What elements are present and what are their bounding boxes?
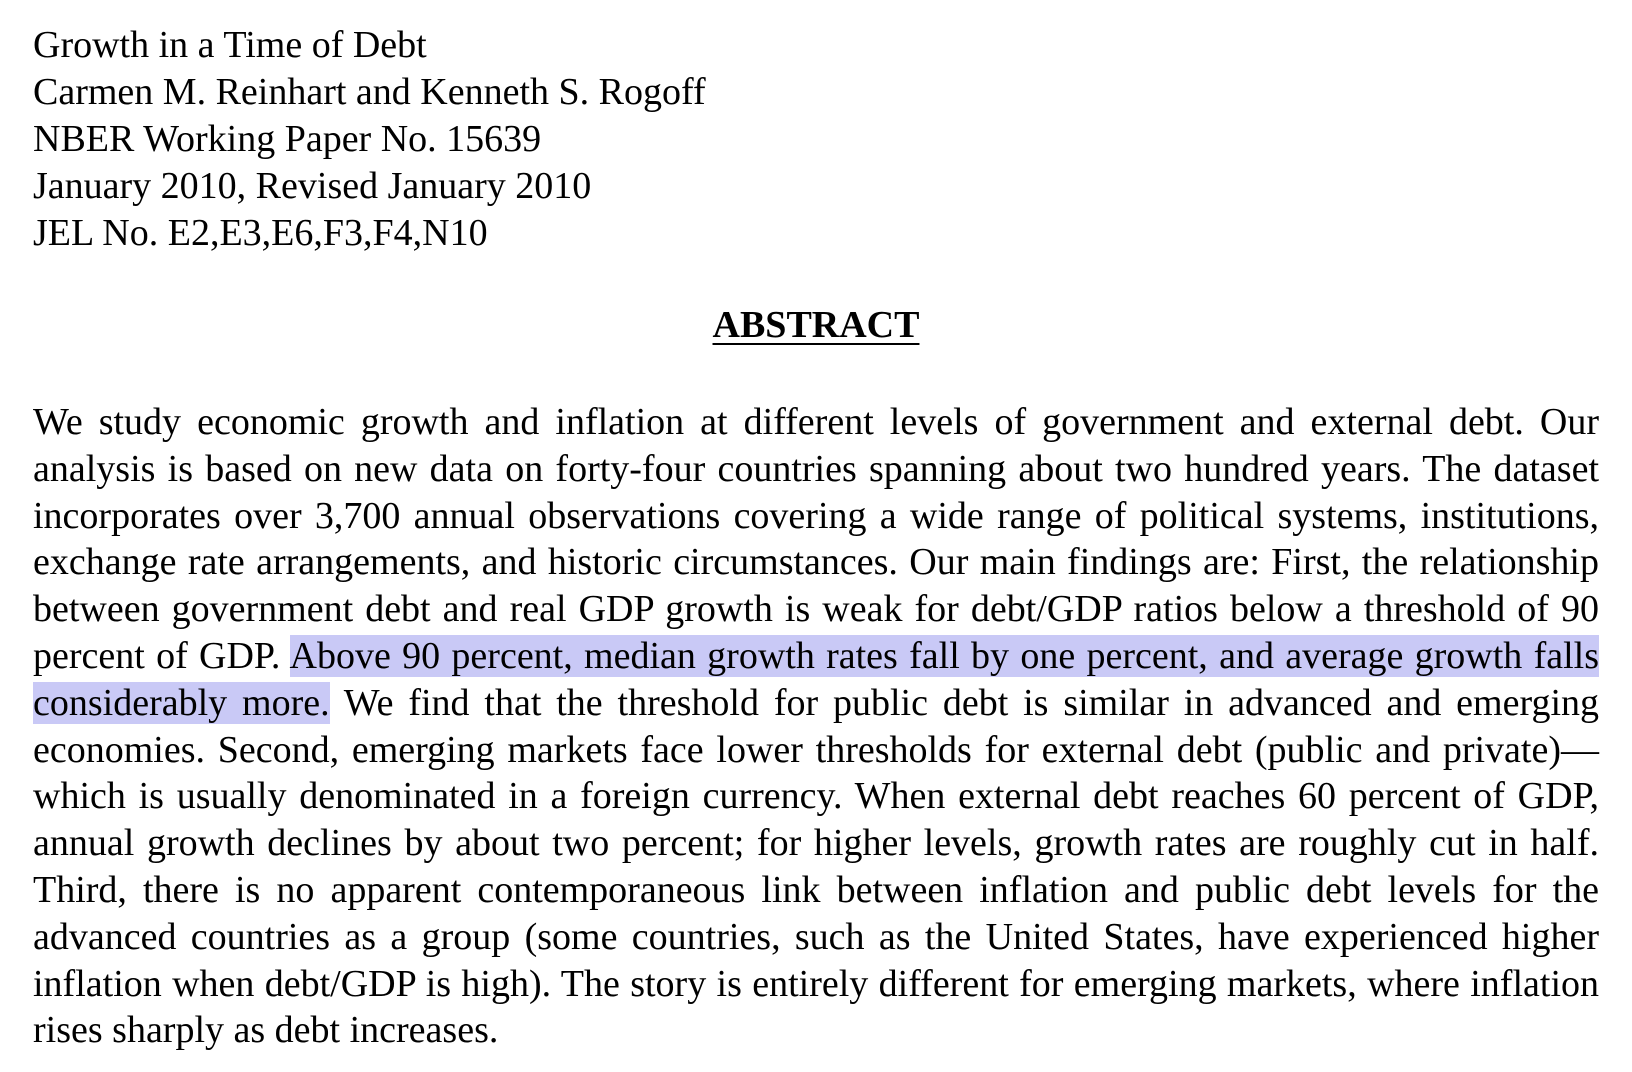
paper-series[interactable]: NBER Working Paper No. 15639: [33, 118, 542, 160]
abstract-paragraph[interactable]: We study economic growth and inflation a…: [33, 399, 1599, 1054]
paper-date[interactable]: January 2010, Revised January 2010: [33, 165, 592, 207]
paper-authors[interactable]: Carmen M. Reinhart and Kenneth S. Rogoff: [33, 71, 706, 113]
paper-title[interactable]: Growth in a Time of Debt: [33, 24, 427, 66]
abstract-text-after[interactable]: We find that the threshold for public de…: [33, 681, 1600, 1052]
abstract-text-before[interactable]: We study economic growth and inflation a…: [33, 401, 1599, 677]
paper-jel-codes[interactable]: JEL No. E2,E3,E6,F3,F4,N10: [33, 212, 488, 254]
paper-header: Growth in a Time of Debt Carmen M. Reinh…: [33, 22, 706, 257]
abstract-heading[interactable]: ABSTRACT: [712, 304, 920, 346]
